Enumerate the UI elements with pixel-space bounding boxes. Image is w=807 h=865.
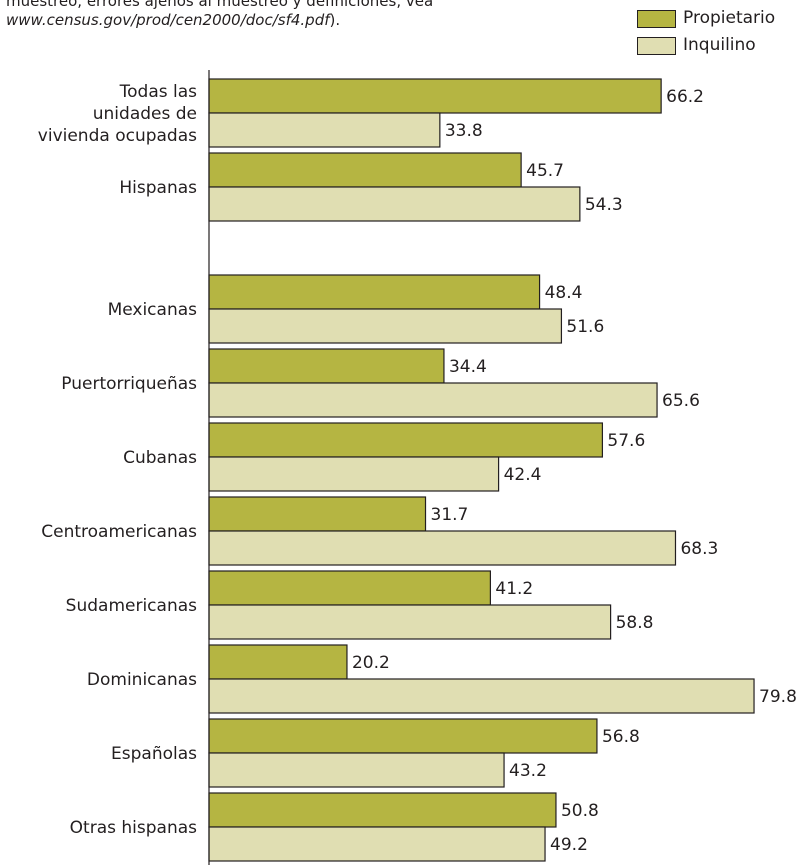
data-label-renter: 65.6 [662,391,700,411]
source-link-suffix: ). [329,11,341,29]
data-label-owner: 45.7 [526,161,564,181]
data-label-owner: 31.7 [431,505,469,525]
data-label-owner: 48.4 [545,283,583,303]
bar-owner [208,274,541,310]
bar-renter [208,752,505,788]
data-label-owner: 41.2 [495,579,533,599]
category-label: Sudamericanas [66,596,197,616]
source-link[interactable]: www.census.gov/prod/cen2000/doc/sf4.pdf [6,11,330,29]
category-label: Cubanas [123,448,197,468]
bar-owner [208,152,522,188]
legend-swatch-renter [637,37,676,55]
bar-owner [208,422,604,458]
data-label-owner: 56.8 [602,727,640,747]
category-label: Puertorriqueñas [61,374,197,394]
bar-renter [208,456,500,492]
data-label-renter: 43.2 [509,761,547,781]
bar-owner [208,496,427,532]
category-label: Dominicanas [87,670,197,690]
legend-swatch-owner [637,10,676,28]
data-label-owner: 66.2 [666,87,704,107]
data-label-owner: 34.4 [449,357,487,377]
category-label: unidades de [93,104,197,124]
bar-renter [208,308,563,344]
category-label: Españolas [111,744,197,764]
bar-owner [208,644,348,680]
data-label-owner: 57.6 [607,431,645,451]
legend-label-renter: Inquilino [683,35,756,55]
data-label-owner: 50.8 [561,801,599,821]
category-label: Todas las [119,82,198,102]
category-label: Mexicanas [108,300,198,320]
bar-renter [208,382,658,418]
data-label-owner: 20.2 [352,653,390,673]
source-note-line1: muestreo, errores ajenos al muestreo y d… [6,0,434,10]
bar-owner [208,78,662,114]
data-label-renter: 42.4 [504,465,542,485]
bar-owner [208,348,445,384]
legend-label-owner: Propietario [683,8,776,28]
data-label-renter: 51.6 [566,317,604,337]
category-label: Centroamericanas [41,522,197,542]
data-label-renter: 58.8 [616,613,654,633]
bar-renter [208,678,755,714]
bar-renter [208,112,441,148]
bar-owner [208,792,557,828]
bar-renter [208,186,581,222]
category-label: Otras hispanas [70,818,197,838]
bar-renter [208,604,612,640]
data-label-renter: 54.3 [585,195,623,215]
data-label-renter: 49.2 [550,835,588,855]
data-label-renter: 68.3 [680,539,718,559]
bar-renter [208,826,546,862]
bar-owner [208,570,491,606]
data-label-renter: 79.8 [759,687,797,707]
source-note-line2: www.census.gov/prod/cen2000/doc/sf4.pdf)… [6,11,433,30]
category-label: vivienda ocupadas [38,126,197,146]
category-label: Hispanas [119,178,197,198]
source-note: muestreo, errores ajenos al muestreo y d… [6,0,433,30]
data-label-renter: 33.8 [445,121,483,141]
bar-owner [208,718,598,754]
bar-renter [208,530,677,566]
